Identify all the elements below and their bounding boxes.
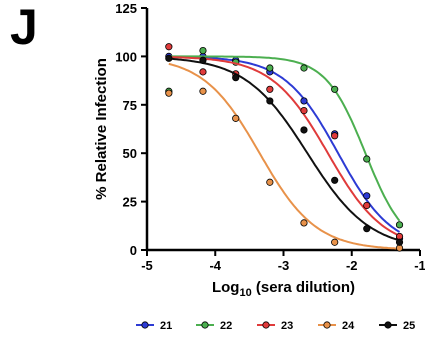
series-25-point [331, 176, 339, 184]
x-tick-label: -4 [209, 258, 221, 273]
series-23-point [199, 68, 207, 76]
series-24-point [199, 87, 207, 95]
legend-24-marker [323, 321, 331, 329]
y-tick-label: 25 [123, 195, 137, 210]
panel-letter: J [10, 0, 38, 55]
series-25-point [199, 56, 207, 64]
series-22-curve [168, 55, 401, 222]
series-23-point [165, 43, 173, 51]
series-25-point [395, 238, 404, 246]
x-tick-label: -5 [141, 258, 153, 273]
series-22-point [300, 64, 308, 72]
series-22-point [331, 85, 339, 93]
series-23-curve [168, 56, 400, 237]
legend-21-label: 21 [160, 320, 172, 332]
legend-25-label: 25 [403, 320, 415, 332]
series-24-point [232, 114, 240, 122]
series-22-point [266, 64, 274, 72]
series-23-point [266, 85, 274, 93]
legend-24-label: 24 [342, 320, 355, 332]
series-21-point [363, 192, 371, 200]
y-tick-label: 125 [115, 1, 137, 16]
x-tick-label: -3 [278, 258, 290, 273]
y-tick-label: 75 [123, 98, 137, 113]
y-axis-label: % Relative Infection [93, 58, 110, 200]
series-24-point [300, 219, 308, 227]
series-21-point [300, 97, 308, 105]
series-22-point [199, 46, 207, 55]
legend-23-marker [262, 321, 270, 329]
series-25-point [363, 225, 371, 233]
series-23-point [300, 107, 308, 115]
series-25-point [165, 54, 173, 62]
series-23-point [363, 201, 371, 210]
series-25-point [266, 97, 274, 105]
series-23-point [331, 132, 339, 140]
legend-23-label: 23 [281, 320, 293, 332]
series-24-curve [168, 62, 400, 250]
series-22-point [395, 221, 404, 229]
series-24-point [165, 89, 173, 97]
x-tick-label: -2 [346, 258, 358, 273]
series-21-curve [168, 55, 401, 233]
legend-21-marker [141, 321, 149, 329]
series-25-point [300, 126, 308, 134]
y-tick-label: 100 [115, 49, 137, 64]
series-25-point [232, 74, 240, 82]
y-tick-label: 50 [123, 146, 137, 161]
series-24-point [266, 178, 274, 186]
legend-25-marker [384, 321, 392, 329]
legend-22-label: 22 [220, 320, 232, 332]
legend-22-marker [201, 321, 209, 329]
series-25-curve [168, 57, 400, 242]
series-24-point [331, 238, 339, 246]
x-tick-label: -1 [414, 258, 425, 273]
y-tick-label: 0 [130, 243, 137, 258]
series-22-point [363, 155, 371, 163]
x-axis-label: Log10 (sera dilution) [212, 279, 355, 299]
